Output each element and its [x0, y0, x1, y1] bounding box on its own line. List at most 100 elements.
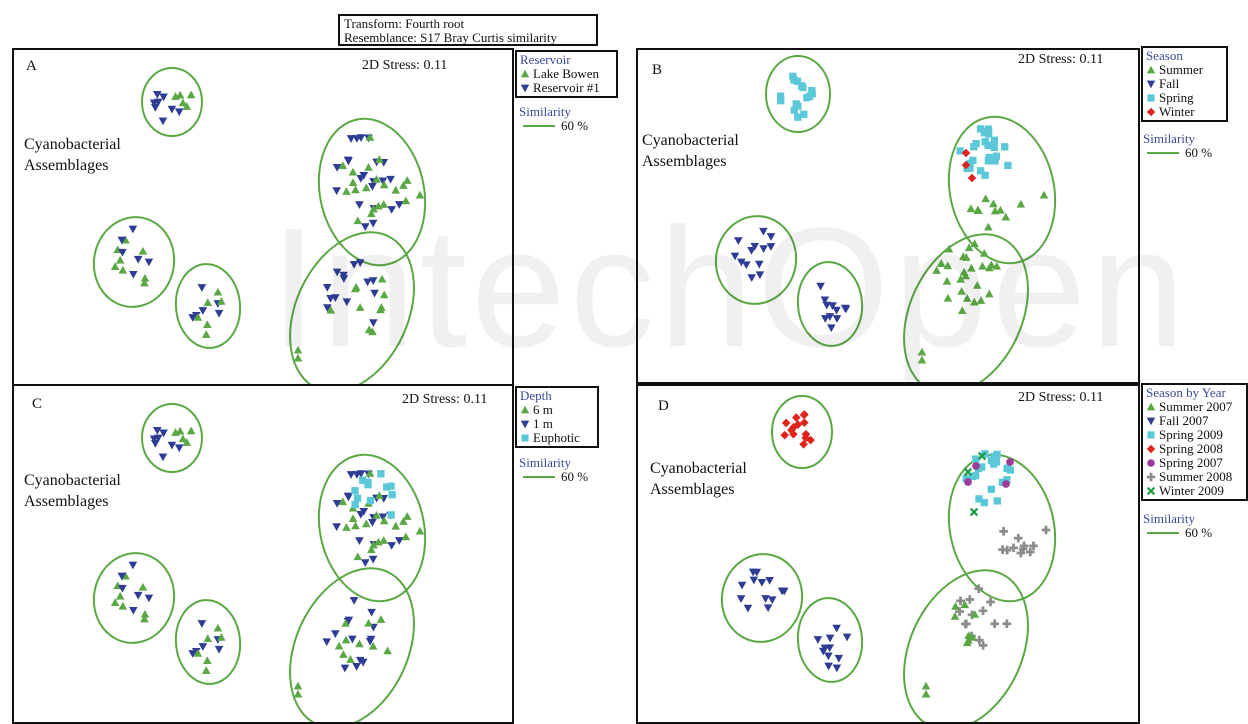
triangle-down-marker	[757, 579, 767, 587]
similarity-line-icon	[523, 476, 555, 478]
diamond-marker	[806, 435, 815, 445]
triangle-up-marker	[375, 155, 384, 163]
triangle-down-marker	[363, 278, 372, 287]
triangle-up-marker	[956, 274, 965, 283]
panel-c-similarity: Similarity 60 %	[519, 456, 588, 484]
triangle-down-marker	[826, 324, 836, 333]
triangle-down-marker	[361, 223, 370, 231]
resemblance-text: Resemblance: S17 Bray Curtis similarity	[344, 30, 558, 45]
square-marker	[984, 141, 992, 149]
legend-item: Fall 2007	[1146, 414, 1243, 428]
diamond-marker	[801, 433, 811, 443]
triangle-up-marker	[970, 297, 979, 306]
legend-item: Winter 2009	[1146, 484, 1243, 498]
square-marker	[956, 147, 964, 155]
triangle-up-marker	[1146, 65, 1156, 74]
legend-label: Summer 2007	[1159, 399, 1233, 414]
legend-item: Fall	[1146, 77, 1223, 91]
similarity-contour	[92, 216, 176, 308]
triangle-down-marker	[832, 315, 842, 323]
triangle-up-marker	[203, 320, 212, 329]
square-marker	[980, 498, 988, 507]
triangle-down-marker	[378, 177, 388, 186]
diamond-marker	[800, 418, 809, 427]
legend-item: Winter	[1146, 105, 1223, 119]
triangle-down-marker	[117, 572, 127, 581]
triangle-down-marker	[763, 604, 773, 613]
triangle-down-marker	[1146, 80, 1156, 89]
triangle-down-icon	[1146, 417, 1156, 426]
legend-label: Fall	[1159, 76, 1180, 91]
circle-marker	[964, 478, 972, 486]
triangle-up-marker	[213, 623, 223, 632]
triangle-up-marker	[401, 532, 411, 541]
triangle-down-marker	[743, 604, 753, 613]
cross-marker	[965, 595, 975, 604]
square-marker	[1003, 476, 1011, 484]
triangle-up-marker	[917, 347, 927, 356]
similarity-contour	[720, 553, 804, 643]
square-marker	[982, 128, 990, 136]
similarity-contour	[796, 597, 864, 683]
square-marker	[351, 487, 359, 495]
triangle-up-marker	[936, 259, 946, 267]
triangle-up-marker	[140, 614, 149, 623]
x-marker	[963, 467, 973, 477]
triangle-up-marker	[341, 619, 350, 627]
panel-b: B 2D Stress: 0.11 Cyanobacterial Assembl…	[636, 48, 1140, 384]
triangle-up-marker	[943, 261, 953, 270]
x-marker	[977, 451, 987, 461]
triangle-down-icon	[520, 84, 530, 93]
square-marker	[794, 113, 802, 121]
triangle-down-marker	[356, 174, 366, 183]
triangle-down-marker	[331, 294, 340, 302]
square-marker	[521, 434, 529, 442]
diamond-marker	[792, 413, 801, 422]
triangle-down-marker	[332, 500, 342, 508]
circle-marker	[1147, 459, 1155, 467]
similarity-contour	[714, 215, 798, 305]
triangle-up-marker	[118, 601, 128, 610]
triangle-down-marker	[322, 638, 332, 647]
triangle-down-marker	[174, 444, 184, 453]
triangle-down-marker	[395, 201, 404, 209]
triangle-down-marker	[825, 634, 835, 643]
triangle-up-marker	[365, 133, 375, 141]
triangle-down-marker	[761, 595, 770, 603]
triangle-up-icon	[1146, 65, 1156, 74]
similarity-contour	[289, 567, 415, 722]
triangle-up-marker	[402, 512, 412, 520]
triangle-up-marker	[186, 90, 196, 99]
triangle-up-marker	[383, 646, 392, 655]
square-marker	[377, 470, 385, 478]
triangle-down-marker	[820, 296, 830, 305]
triangle-down-marker	[816, 282, 825, 291]
triangle-up-marker	[140, 273, 150, 282]
triangle-up-marker	[402, 176, 412, 184]
triangle-up-marker	[391, 185, 401, 194]
panel-c-plot	[92, 403, 427, 722]
triangle-up-marker	[379, 516, 389, 525]
triangle-up-marker	[1016, 199, 1026, 208]
triangle-up-marker	[346, 655, 355, 663]
triangle-down-marker	[153, 91, 162, 99]
legend-item: Spring 2008	[1146, 442, 1243, 456]
triangle-up-marker	[115, 591, 125, 600]
legend-label: Spring 2008	[1159, 441, 1223, 456]
triangle-down-marker	[349, 596, 359, 605]
similarity-contour	[317, 453, 427, 603]
triangle-down-marker	[358, 658, 368, 667]
triangle-down-marker	[343, 156, 353, 165]
triangle-down-icon	[520, 420, 530, 429]
cross-marker	[961, 619, 971, 629]
triangle-down-marker	[366, 635, 376, 644]
similarity-contour	[174, 599, 242, 685]
triangle-up-marker	[182, 438, 192, 446]
triangle-down-marker	[369, 319, 378, 328]
triangle-down-marker	[153, 427, 162, 435]
triangle-up-marker	[342, 523, 351, 531]
cross-marker	[955, 607, 964, 616]
cross-marker	[1002, 619, 1012, 629]
triangle-up-marker	[203, 656, 212, 665]
